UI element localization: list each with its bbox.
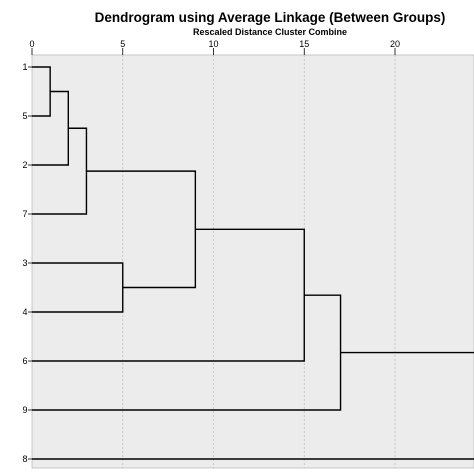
leaf-label: 8	[22, 454, 27, 464]
leaf-label: 6	[22, 356, 27, 366]
x-tick-label: 5	[120, 39, 125, 49]
leaf-label: 7	[22, 209, 27, 219]
dendrogram-link	[32, 351, 474, 460]
x-tick-label: 0	[29, 39, 34, 49]
leaf-label: 1	[22, 62, 27, 72]
x-tick-label: 10	[208, 39, 218, 49]
x-tick-label: 20	[390, 39, 400, 49]
leaf-label: 2	[22, 160, 27, 170]
x-axis-label: Rescaled Distance Cluster Combine	[193, 27, 347, 37]
leaf-label: 9	[22, 405, 27, 415]
plot-area	[31, 54, 474, 469]
chart-title: Dendrogram using Average Linkage (Betwee…	[95, 10, 446, 25]
leaf-label: 3	[22, 258, 27, 268]
leaf-label: 5	[22, 111, 27, 121]
x-tick-label: 15	[299, 39, 309, 49]
leaf-label: 4	[22, 307, 27, 317]
